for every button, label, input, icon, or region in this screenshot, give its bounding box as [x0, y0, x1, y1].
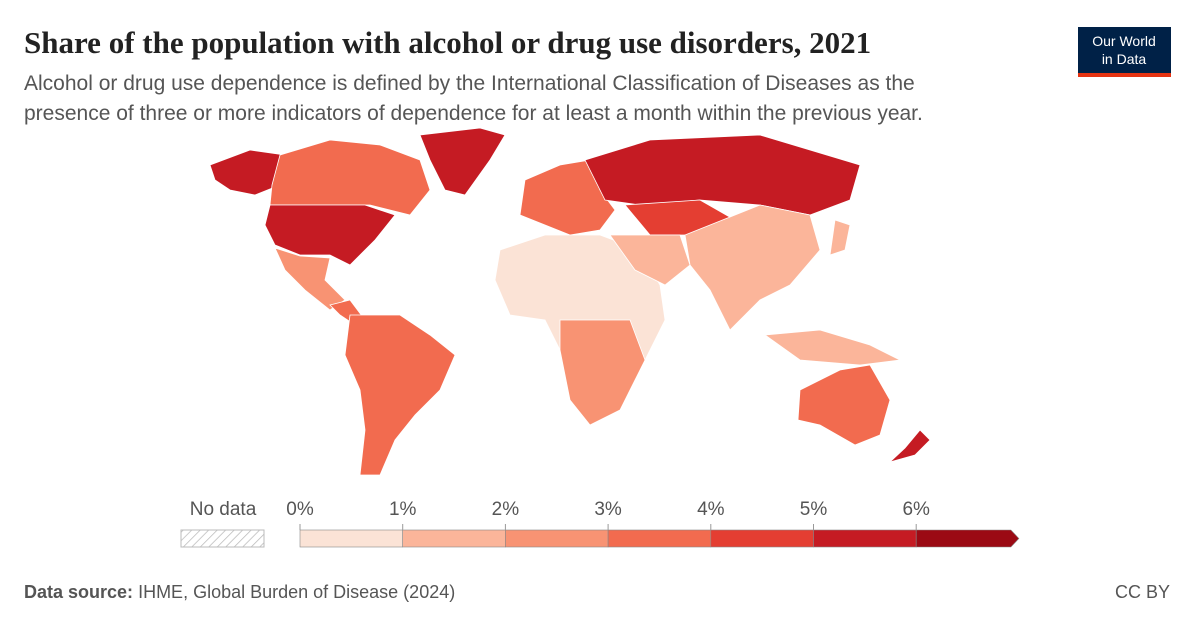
usa: [264, 204, 396, 266]
legend-bin: [710, 529, 814, 548]
no-data-label: No data: [190, 499, 257, 520]
logo: Our World in Data: [1078, 27, 1171, 77]
legend-tick-label: 1%: [389, 499, 417, 520]
logo-text: in Data: [1102, 51, 1147, 67]
mexico: [274, 247, 346, 311]
russia: [584, 134, 861, 216]
legend-bin: [607, 529, 712, 548]
source-label: Data source:: [24, 582, 133, 602]
logo-box: [1078, 27, 1171, 77]
legend-tick-label: 4%: [697, 499, 725, 520]
southern-africa: [559, 319, 646, 426]
license: CC BY: [1115, 582, 1170, 602]
legend-bin: [505, 529, 609, 548]
alaska: [209, 149, 286, 196]
indonesia: [763, 329, 902, 366]
legend-tick-label: 6%: [902, 499, 930, 520]
legend-tick-label: 0%: [286, 499, 314, 520]
south-america: [344, 314, 456, 476]
legend-bin: [299, 529, 403, 548]
no-data-swatch: [180, 529, 265, 548]
subtitle: presence of three or more indicators of …: [24, 102, 923, 125]
title: Share of the population with alcohol or …: [24, 25, 871, 60]
subtitle: Alcohol or drug use dependence is define…: [24, 72, 915, 95]
map: [209, 127, 931, 476]
europe: [519, 159, 616, 236]
logo-underline: [1078, 73, 1171, 77]
japan: [829, 219, 851, 256]
logo-text: Our World: [1092, 33, 1156, 49]
source: Data source: IHME, Global Burden of Dise…: [24, 582, 455, 602]
legend: 0% 1% 2% 3% 4% 5% 6%: [286, 499, 1020, 548]
new-zealand: [889, 429, 931, 463]
source-text: IHME, Global Burden of Disease (2024): [138, 582, 455, 602]
australia: [797, 364, 891, 446]
legend-tick-label: 5%: [800, 499, 828, 520]
legend-bin: [813, 529, 917, 548]
south-east-asia: [684, 204, 821, 331]
legend-bin: [915, 529, 1020, 548]
canada: [269, 139, 431, 216]
legend-tick-label: 3%: [594, 499, 622, 520]
middle-east: [609, 234, 691, 286]
legend-bin: [402, 529, 506, 548]
greenland: [419, 127, 506, 196]
legend-tick-label: 2%: [492, 499, 520, 520]
